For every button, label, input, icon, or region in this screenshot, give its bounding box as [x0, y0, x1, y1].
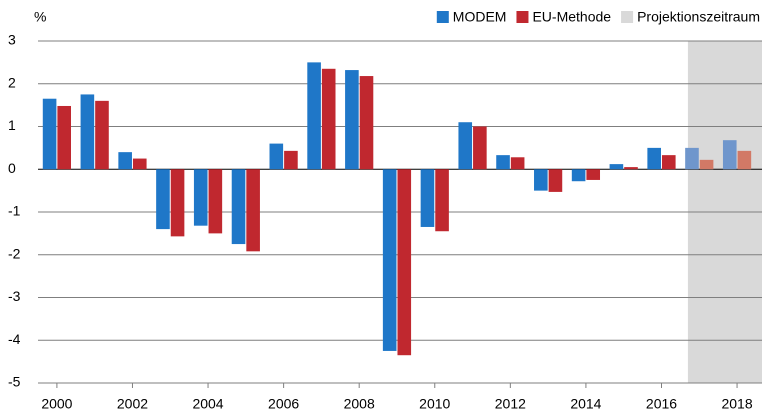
- y-tick-label: -3: [8, 288, 21, 304]
- bar: [609, 164, 624, 170]
- y-tick-label: -2: [8, 245, 21, 261]
- bar: [473, 126, 487, 170]
- bar: [661, 155, 676, 170]
- bar: [269, 143, 284, 170]
- bar: [345, 70, 359, 170]
- x-tick-label: 2014: [570, 396, 601, 412]
- legend-label: MODEM: [453, 9, 507, 25]
- bar: [382, 169, 397, 351]
- bar: [42, 98, 57, 170]
- bar: [118, 152, 132, 170]
- x-tick-label: 2018: [721, 396, 752, 412]
- legend-label: Projektionszeitraum: [637, 9, 760, 25]
- x-tick-label: 2016: [646, 396, 677, 412]
- y-tick-label: -1: [8, 203, 21, 219]
- bar: [231, 169, 246, 245]
- bar: [685, 147, 699, 170]
- x-tick-label: 2004: [192, 396, 223, 412]
- bar: [420, 169, 435, 227]
- x-tick-label: 2000: [41, 396, 72, 412]
- bar: [80, 94, 95, 170]
- bar: [246, 169, 260, 252]
- legend-swatch: [516, 11, 529, 23]
- bar: [624, 167, 638, 170]
- y-tick-label: 2: [8, 74, 16, 90]
- legend-swatch: [621, 11, 634, 23]
- x-tick-label: 2012: [495, 396, 526, 412]
- bar: [359, 76, 374, 170]
- bar: [193, 169, 208, 226]
- bar: [534, 169, 548, 191]
- bar: [132, 158, 147, 170]
- bar: [496, 155, 510, 170]
- legend-label: EU-Methode: [532, 9, 611, 25]
- y-tick-label: 0: [8, 160, 16, 176]
- bar: [647, 147, 661, 170]
- bar: [435, 169, 449, 232]
- bar: [95, 100, 109, 170]
- y-tick-label: 1: [8, 117, 16, 133]
- legend-swatch: [436, 11, 449, 23]
- x-tick-label: 2010: [419, 396, 450, 412]
- bar: [321, 68, 336, 170]
- bar: [722, 140, 737, 170]
- bar: [571, 169, 586, 182]
- bar: [699, 159, 714, 170]
- bar: [737, 150, 752, 170]
- bar: [458, 122, 473, 170]
- y-tick-label: 3: [8, 32, 16, 48]
- bar: [156, 169, 170, 230]
- legend: MODEM EU-Methode Projektionszeitraum: [436, 9, 760, 25]
- x-tick-label: 2002: [117, 396, 148, 412]
- bar: [284, 150, 298, 170]
- bar: [586, 169, 601, 180]
- bar: [307, 62, 321, 170]
- x-tick-label: 2006: [268, 396, 299, 412]
- bar: [397, 169, 412, 356]
- y-axis-label: %: [34, 9, 46, 25]
- y-tick-label: -4: [8, 331, 21, 347]
- bar: [510, 157, 525, 170]
- bar: [57, 105, 71, 170]
- bar: [170, 169, 185, 237]
- bar: [548, 169, 563, 192]
- x-tick-label: 2008: [344, 396, 375, 412]
- y-tick-label: -5: [8, 374, 21, 390]
- bar: [208, 169, 223, 234]
